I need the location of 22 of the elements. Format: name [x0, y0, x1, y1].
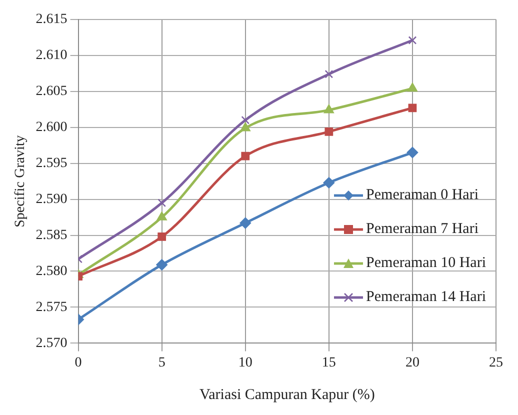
legend-label: Pemeraman 14 Hari — [366, 288, 486, 306]
legend-label: Pemeraman 7 Hari — [366, 220, 478, 238]
x-tick-label: 25 — [489, 355, 503, 370]
y-tick-label: 2.610 — [36, 48, 68, 64]
y-tick-label: 2.585 — [36, 228, 68, 243]
y-tick-label: 2.575 — [36, 300, 68, 315]
x-axis-title: Variasi Campuran Kapur (%) — [199, 386, 375, 403]
x-tick-label: 15 — [322, 355, 336, 370]
y-tick-label: 2.580 — [36, 264, 68, 279]
x-tick-label: 0 — [74, 355, 82, 370]
y-tick-label: 2.600 — [36, 120, 68, 136]
y-axis-title: Specific Gravity — [13, 135, 28, 228]
y-tick-label: 2.605 — [36, 84, 68, 100]
y-tick-label: 2.595 — [36, 156, 68, 171]
legend-label: Pemeraman 10 Hari — [366, 254, 486, 272]
y-tick-label: 2.615 — [36, 12, 68, 28]
x-tick-label: 5 — [158, 355, 166, 370]
x-tick-label: 20 — [405, 355, 420, 370]
y-tick-label: 2.590 — [36, 192, 68, 207]
legend-label: Pemeraman 0 Hari — [366, 186, 478, 204]
x-tick-label: 10 — [238, 355, 252, 370]
y-tick-label: 2.570 — [36, 336, 68, 351]
